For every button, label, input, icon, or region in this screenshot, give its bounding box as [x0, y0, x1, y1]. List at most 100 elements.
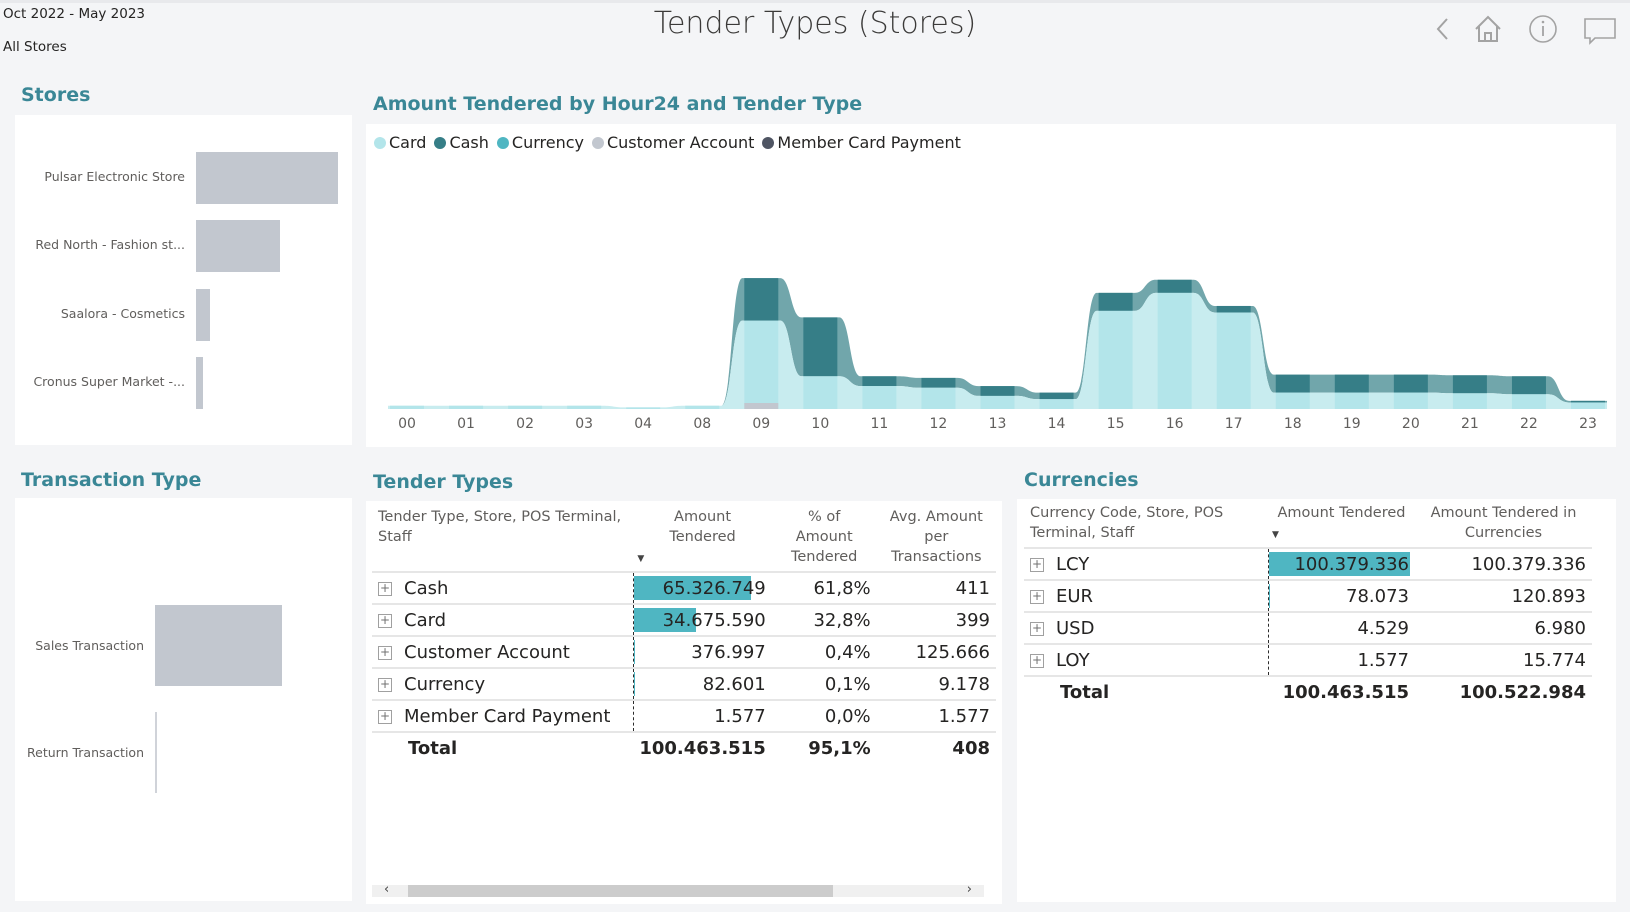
card-column-21[interactable]	[1452, 393, 1487, 409]
tender-types-table: Tender Type, Store, POS Terminal, Staff …	[372, 503, 996, 764]
card-column-08[interactable]	[685, 405, 720, 409]
cash-column-14[interactable]	[1039, 392, 1074, 400]
card-column-15[interactable]	[1098, 310, 1133, 409]
cash-column-16[interactable]	[1157, 279, 1192, 293]
x-tick-label: 09	[752, 416, 771, 432]
card-column-02[interactable]	[508, 405, 543, 409]
info-icon[interactable]	[1526, 12, 1560, 46]
x-tick-label: 08	[693, 416, 712, 432]
tender-type-name: Member Card Payment	[404, 705, 611, 727]
card-column-22[interactable]	[1511, 394, 1546, 409]
amount-databar	[633, 608, 696, 632]
amount-cell: 82.601	[632, 667, 772, 700]
cash-column-10[interactable]	[803, 317, 838, 377]
comment-icon[interactable]	[1582, 12, 1618, 46]
expand-icon[interactable]: +	[1030, 588, 1044, 604]
cash-column-20[interactable]	[1393, 374, 1428, 393]
legend-item[interactable]: Member Card Payment	[762, 133, 961, 152]
expand-icon[interactable]: +	[378, 644, 392, 660]
scroll-right-button[interactable]: ›	[966, 882, 972, 897]
expand-icon[interactable]: +	[1030, 652, 1044, 668]
col-header-tender-type[interactable]: Tender Type, Store, POS Terminal, Staff	[378, 509, 622, 545]
card-column-14[interactable]	[1039, 399, 1074, 409]
card-column-16[interactable]	[1157, 292, 1192, 409]
table-row[interactable]: + Cash 65.326.749 61,8% 411	[372, 571, 996, 604]
cash-column-19[interactable]	[1334, 374, 1369, 393]
transaction-bar[interactable]	[155, 605, 282, 686]
row-header: + Member Card Payment	[372, 699, 634, 732]
legend-dot-icon	[434, 136, 447, 149]
card-column-09[interactable]	[744, 320, 779, 409]
card-column-03[interactable]	[567, 405, 602, 409]
legend-item[interactable]: Currency	[496, 133, 584, 152]
transaction-bar-label: Sales Transaction	[35, 638, 144, 653]
store-bar[interactable]	[196, 152, 338, 204]
cash-column-22[interactable]	[1511, 376, 1546, 395]
card-column-17[interactable]	[1216, 312, 1251, 409]
cash-column-23[interactable]	[1571, 400, 1605, 403]
card-column-11[interactable]	[862, 386, 897, 409]
col-header-currency-code[interactable]: Currency Code, Store, POS Terminal, Staf…	[1030, 505, 1224, 541]
card-column-12[interactable]	[921, 387, 956, 409]
card-column-01[interactable]	[449, 405, 484, 409]
back-icon[interactable]	[1426, 12, 1460, 46]
card-column-00[interactable]	[390, 405, 424, 409]
store-bar[interactable]	[196, 357, 204, 409]
cash-column-15[interactable]	[1098, 292, 1133, 311]
tender-type-name: Card	[404, 609, 447, 631]
expand-icon[interactable]: +	[1030, 556, 1044, 572]
cash-column-21[interactable]	[1452, 375, 1487, 394]
row-header: + Cash	[372, 571, 634, 604]
legend-item[interactable]: Card	[374, 133, 426, 152]
table-row[interactable]: + LCY 100.379.336 100.379.336	[1024, 547, 1592, 580]
cash-column-12[interactable]	[921, 377, 956, 388]
customer-account-column-09[interactable]	[744, 403, 779, 409]
cash-column-13[interactable]	[980, 386, 1015, 396]
x-tick-label: 23	[1579, 416, 1597, 432]
store-bar[interactable]	[196, 220, 280, 272]
col-header-amount-tendered[interactable]: Amount Tendered ▼	[1268, 499, 1415, 548]
cash-column-18[interactable]	[1275, 374, 1310, 393]
store-bar[interactable]	[196, 289, 211, 341]
card-column-18[interactable]	[1275, 392, 1310, 409]
card-column-20[interactable]	[1393, 392, 1428, 409]
scroll-thumb[interactable]	[408, 885, 833, 897]
col-header-amount[interactable]: Amount Tendered ▼	[633, 503, 771, 572]
card-column-19[interactable]	[1334, 392, 1369, 409]
home-icon[interactable]	[1471, 12, 1505, 46]
scroll-left-button[interactable]: ‹	[384, 882, 390, 897]
cash-column-11[interactable]	[862, 376, 897, 387]
card-column-13[interactable]	[980, 395, 1015, 409]
table-row[interactable]: + EUR 78.073 120.893	[1024, 579, 1592, 612]
col-header-pct[interactable]: % of Amount Tendered	[790, 509, 858, 565]
total-row: Total 100.463.515 100.522.984	[1024, 675, 1592, 708]
legend-item[interactable]: Customer Account	[591, 133, 754, 152]
table-row[interactable]: + LOY 1.577 15.774	[1024, 643, 1592, 676]
transaction-bar[interactable]	[155, 712, 157, 793]
card-column-23[interactable]	[1571, 402, 1605, 409]
pct-cell: 0,1%	[771, 667, 877, 700]
legend-item[interactable]: Cash	[434, 133, 489, 152]
cash-column-09[interactable]	[744, 278, 779, 321]
table-row[interactable]: + Card 34.675.590 32,8% 399	[372, 603, 996, 636]
col-header-avg[interactable]: Avg. Amount per Transactions	[889, 509, 983, 565]
amount-currency-cell: 120.893	[1415, 579, 1592, 612]
card-column-10[interactable]	[803, 376, 838, 409]
expand-icon[interactable]: +	[378, 676, 392, 692]
cash-column-17[interactable]	[1216, 305, 1251, 313]
expand-icon[interactable]: +	[378, 708, 392, 724]
col-header-amount-currencies[interactable]: Amount Tendered in Currencies	[1430, 505, 1577, 541]
expand-icon[interactable]: +	[1030, 620, 1044, 636]
table-row[interactable]: + Customer Account 376.997 0,4% 125.666	[372, 635, 996, 668]
table-row[interactable]: + Member Card Payment 1.577 0,0% 1.577	[372, 699, 996, 732]
card-column-04[interactable]	[626, 407, 661, 409]
expand-icon[interactable]: +	[378, 580, 392, 596]
total-label: Total	[1024, 675, 1268, 708]
table-row[interactable]: + USD 4.529 6.980	[1024, 611, 1592, 644]
horizontal-scrollbar[interactable]: ‹ ›	[372, 882, 984, 897]
amount-cell: 4.529	[1267, 611, 1415, 644]
pct-cell: 0,4%	[771, 635, 877, 668]
area-chart	[388, 278, 1607, 409]
table-row[interactable]: + Currency 82.601 0,1% 9.178	[372, 667, 996, 700]
expand-icon[interactable]: +	[378, 612, 392, 628]
